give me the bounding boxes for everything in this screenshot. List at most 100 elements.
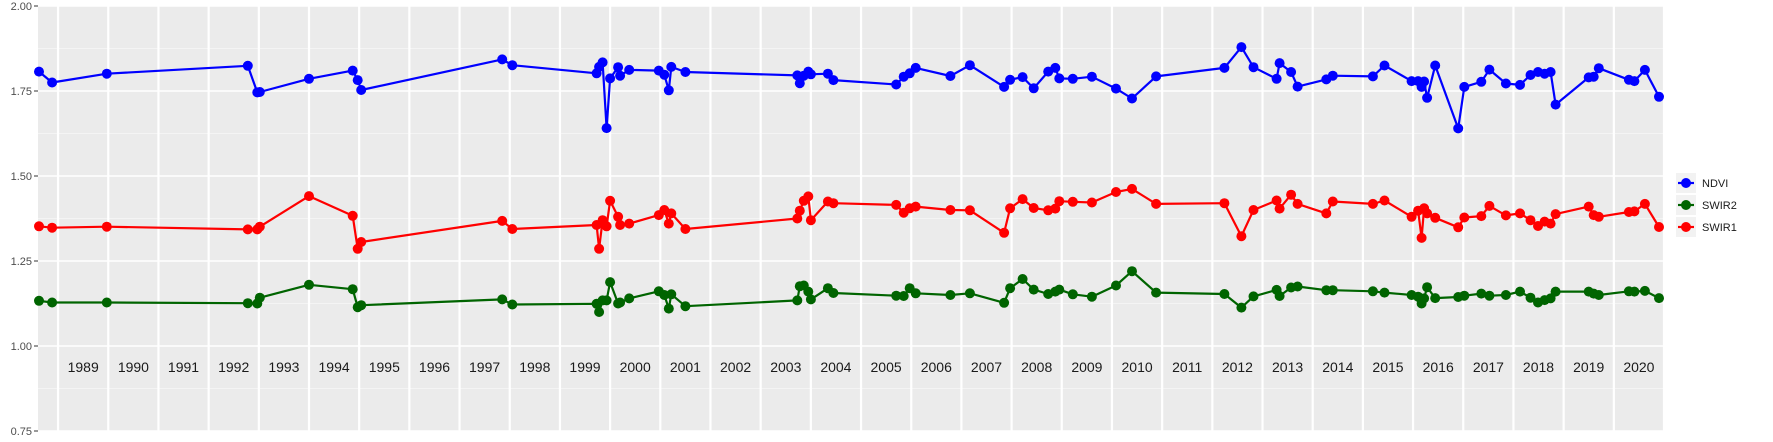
year-label: 2017 <box>1473 359 1504 375</box>
data-point <box>348 66 358 76</box>
data-point <box>1328 71 1338 81</box>
data-point <box>602 295 612 305</box>
data-point <box>1417 233 1427 243</box>
data-point <box>999 228 1009 238</box>
data-point <box>911 288 921 298</box>
data-point <box>243 298 253 308</box>
year-label: 2002 <box>720 359 751 375</box>
year-label: 1992 <box>218 359 249 375</box>
y-tick-label: 1.25 <box>11 256 32 268</box>
year-label: 2016 <box>1423 359 1454 375</box>
data-point <box>1459 213 1469 223</box>
year-label: 2008 <box>1021 359 1052 375</box>
data-point <box>34 221 44 231</box>
data-point <box>1515 80 1525 90</box>
data-point <box>1430 213 1440 223</box>
data-point <box>1293 282 1303 292</box>
data-point <box>1087 72 1097 82</box>
data-point <box>1151 71 1161 81</box>
data-point <box>1054 285 1064 295</box>
data-point <box>1029 285 1039 295</box>
data-point <box>1515 287 1525 297</box>
data-point <box>348 211 358 221</box>
data-point <box>1005 75 1015 85</box>
year-label: 2013 <box>1272 359 1303 375</box>
data-point <box>1640 65 1650 75</box>
data-point <box>891 80 901 90</box>
data-point <box>680 224 690 234</box>
data-point <box>1127 94 1137 104</box>
data-point <box>1654 92 1664 102</box>
data-point <box>680 67 690 77</box>
data-point <box>911 202 921 212</box>
data-point <box>605 277 615 287</box>
data-point <box>1453 123 1463 133</box>
data-point <box>1484 291 1494 301</box>
data-point <box>1275 291 1285 301</box>
data-point <box>1275 204 1285 214</box>
year-label: 1998 <box>519 359 550 375</box>
year-label: 1994 <box>319 359 350 375</box>
data-point <box>1054 73 1064 83</box>
data-point <box>594 307 604 317</box>
data-point <box>999 298 1009 308</box>
data-point <box>664 219 674 229</box>
data-point <box>1459 291 1469 301</box>
data-point <box>1249 205 1259 215</box>
data-point <box>1272 74 1282 84</box>
data-point <box>1380 196 1390 206</box>
data-point <box>1654 222 1664 232</box>
data-point <box>1654 293 1664 303</box>
data-point <box>1368 199 1378 209</box>
data-point <box>615 71 625 81</box>
data-point <box>666 208 676 218</box>
data-point <box>34 296 44 306</box>
y-tick-label: 0.75 <box>11 426 32 438</box>
year-label: 1989 <box>68 359 99 375</box>
data-point <box>353 75 363 85</box>
year-label: 2009 <box>1071 359 1102 375</box>
data-point <box>1380 61 1390 71</box>
data-point <box>945 71 955 81</box>
data-point <box>255 87 265 97</box>
data-point <box>1476 77 1486 87</box>
data-point <box>1629 76 1639 86</box>
data-point <box>1476 211 1486 221</box>
data-point <box>1584 202 1594 212</box>
data-point <box>624 65 634 75</box>
data-point <box>1380 288 1390 298</box>
y-tick-label: 1.50 <box>11 171 32 183</box>
data-point <box>507 300 517 310</box>
data-point <box>666 289 676 299</box>
data-point <box>659 70 669 80</box>
data-point <box>1515 208 1525 218</box>
data-point <box>806 294 816 304</box>
data-point <box>1368 71 1378 81</box>
year-label: 2005 <box>871 359 902 375</box>
data-point <box>911 63 921 73</box>
data-point <box>497 294 507 304</box>
data-point <box>1111 84 1121 94</box>
data-point <box>945 205 955 215</box>
year-label: 1993 <box>268 359 299 375</box>
year-label: 1990 <box>118 359 149 375</box>
data-point <box>1422 282 1432 292</box>
data-point <box>1551 100 1561 110</box>
data-point <box>1328 197 1338 207</box>
data-point <box>304 191 314 201</box>
data-point <box>356 85 366 95</box>
data-point <box>1068 289 1078 299</box>
data-point <box>1629 206 1639 216</box>
year-label: 2007 <box>971 359 1002 375</box>
legend-key-point <box>1681 200 1691 210</box>
data-point <box>47 223 57 233</box>
data-point <box>507 60 517 70</box>
data-point <box>1293 199 1303 209</box>
data-point <box>1594 212 1604 222</box>
data-point <box>243 61 253 71</box>
year-label: 2000 <box>620 359 651 375</box>
data-point <box>945 290 955 300</box>
data-point <box>1501 79 1511 89</box>
data-point <box>806 215 816 225</box>
data-point <box>828 288 838 298</box>
